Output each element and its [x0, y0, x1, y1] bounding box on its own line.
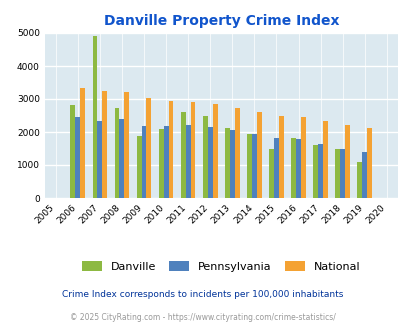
Bar — [92, 36, 97, 198]
Bar — [180, 112, 185, 198]
Bar — [252, 134, 256, 198]
Bar — [356, 162, 361, 198]
Bar — [318, 144, 322, 198]
Bar — [247, 134, 252, 198]
Bar — [70, 105, 75, 198]
Bar — [190, 102, 195, 198]
Title: Danville Property Crime Index: Danville Property Crime Index — [103, 14, 338, 28]
Bar — [80, 88, 85, 198]
Bar — [224, 128, 229, 198]
Bar — [229, 130, 234, 198]
Bar — [75, 117, 80, 198]
Bar — [344, 125, 349, 198]
Bar — [119, 119, 124, 198]
Bar — [322, 121, 327, 198]
Bar — [146, 98, 151, 198]
Bar — [102, 91, 107, 198]
Text: © 2025 CityRating.com - https://www.cityrating.com/crime-statistics/: © 2025 CityRating.com - https://www.city… — [70, 313, 335, 322]
Bar — [278, 116, 283, 198]
Bar — [202, 116, 207, 198]
Bar — [212, 104, 217, 198]
Bar — [300, 117, 305, 198]
Bar — [136, 136, 141, 198]
Bar — [339, 149, 344, 198]
Bar — [366, 128, 371, 198]
Bar — [290, 138, 295, 198]
Bar — [269, 148, 273, 198]
Bar — [256, 112, 261, 198]
Bar — [158, 129, 163, 198]
Bar — [163, 126, 168, 198]
Bar — [141, 126, 146, 198]
Bar — [361, 152, 366, 198]
Bar — [168, 101, 173, 198]
Bar — [114, 108, 119, 198]
Bar — [273, 138, 278, 198]
Bar — [124, 92, 129, 198]
Bar — [295, 139, 300, 198]
Bar — [234, 108, 239, 198]
Bar — [335, 149, 339, 198]
Bar — [313, 145, 318, 198]
Legend: Danville, Pennsylvania, National: Danville, Pennsylvania, National — [77, 256, 364, 276]
Text: Crime Index corresponds to incidents per 100,000 inhabitants: Crime Index corresponds to incidents per… — [62, 290, 343, 299]
Bar — [207, 127, 212, 198]
Bar — [185, 125, 190, 198]
Bar — [97, 121, 102, 198]
